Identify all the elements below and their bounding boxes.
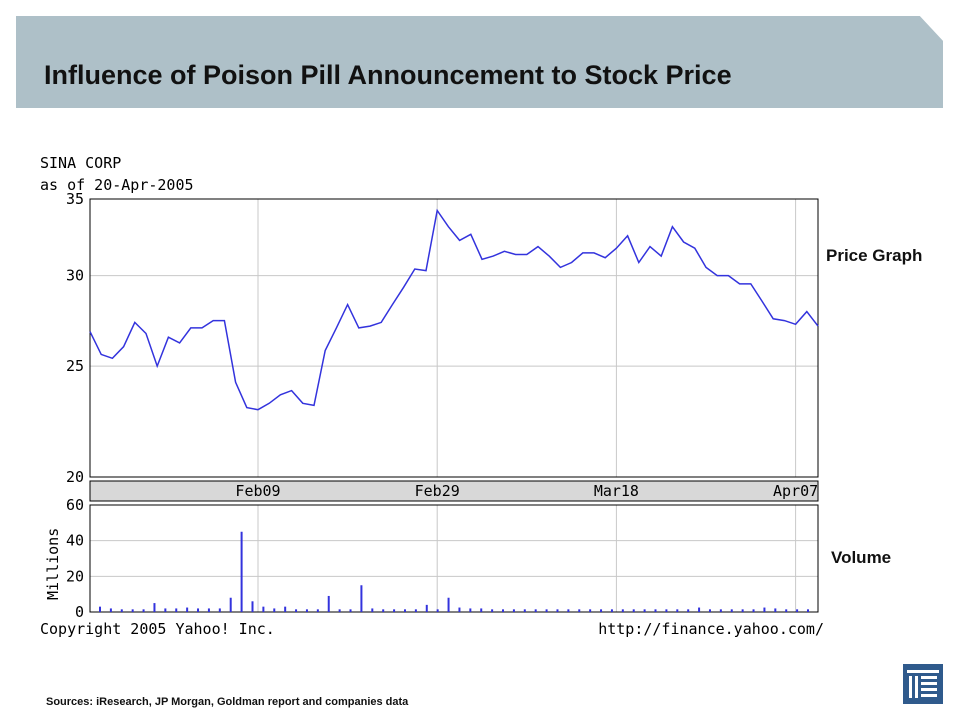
volume-grid: [90, 504, 818, 613]
price-y-tick-label: 25: [66, 357, 84, 375]
copyright-text: Copyright 2005 Yahoo! Inc.: [40, 620, 275, 638]
volume-bars: [99, 531, 809, 612]
slide-title: Influence of Poison Pill Announcement to…: [44, 60, 732, 90]
date-band: [89, 480, 819, 502]
volume-y-ticks: 0 20 40 60: [66, 496, 84, 621]
date-tick-label: Feb29: [415, 482, 460, 500]
price-y-ticks: 20 25 30 35: [66, 190, 84, 486]
chart-title: SINA CORP: [40, 154, 121, 172]
title-banner: [16, 16, 943, 108]
price-graph-label: Price Graph: [826, 246, 923, 265]
volume-label: Volume: [831, 548, 892, 567]
price-y-tick-label: 35: [66, 190, 84, 208]
price-plot-frame: [89, 198, 819, 478]
company-logo-icon: [903, 664, 943, 704]
price-grid: [90, 198, 818, 478]
date-ticks: Feb09 Feb29 Mar18 Apr07: [235, 482, 818, 500]
volume-axis-label: Millions: [44, 528, 62, 600]
volume-y-tick-label: 40: [66, 532, 84, 550]
volume-y-tick-label: 0: [75, 603, 84, 621]
price-y-tick-label: 30: [66, 267, 84, 285]
volume-y-tick-label: 20: [66, 567, 84, 585]
volume-y-tick-label: 60: [66, 496, 84, 514]
chart-subtitle: as of 20-Apr-2005: [40, 176, 194, 194]
date-tick-label: Feb09: [235, 482, 280, 500]
date-tick-label: Apr07: [773, 482, 818, 500]
price-line: [89, 208, 819, 411]
source-url-text: http://finance.yahoo.com/: [598, 620, 824, 638]
date-tick-label: Mar18: [594, 482, 639, 500]
sources-note: Sources: iResearch, JP Morgan, Goldman r…: [46, 696, 409, 708]
volume-plot-frame: [89, 504, 819, 613]
price-y-tick-label: 20: [66, 468, 84, 486]
